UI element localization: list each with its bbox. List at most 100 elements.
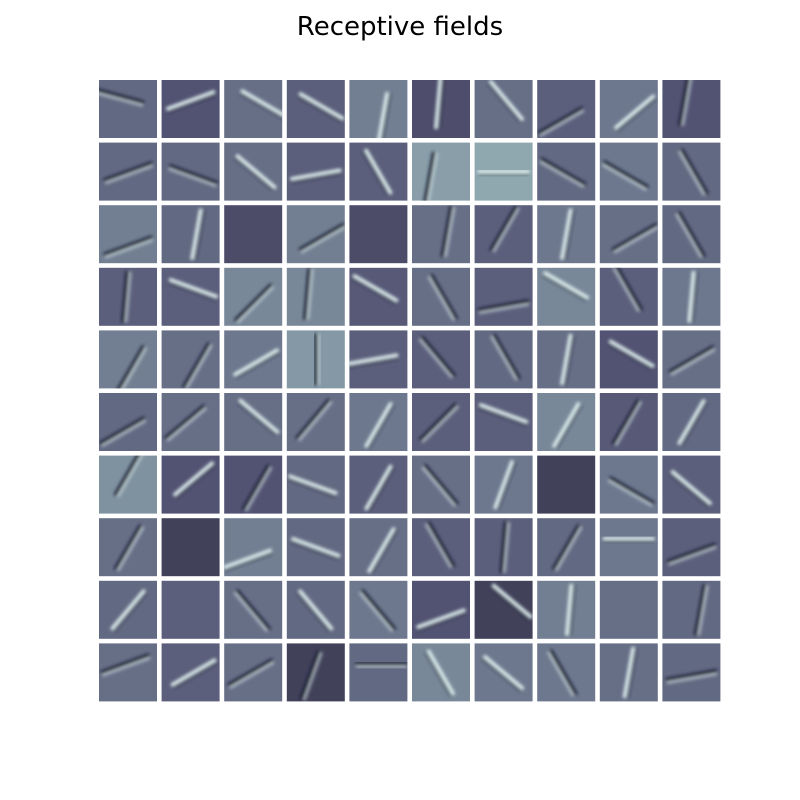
receptive-field-tile	[99, 455, 157, 514]
receptive-field-tile	[161, 643, 220, 702]
receptive-field-tile	[349, 393, 408, 451]
receptive-field-tile	[99, 643, 157, 702]
receptive-field-tile	[662, 580, 721, 639]
tile-background	[412, 142, 470, 201]
receptive-field-tile	[286, 330, 345, 389]
receptive-field-tile	[161, 142, 220, 201]
receptive-field-tile	[286, 267, 345, 326]
tile-stroke	[622, 646, 638, 699]
receptive-field-tile	[474, 518, 533, 577]
receptive-field-tile	[537, 142, 596, 201]
tile-background	[599, 80, 658, 138]
tile-stroke	[611, 223, 658, 254]
tile-stroke	[607, 339, 655, 370]
receptive-field-tile	[537, 205, 596, 264]
tile-background	[99, 80, 157, 138]
receptive-field-tile	[412, 455, 470, 514]
receptive-field-tile	[474, 205, 533, 264]
receptive-field-tile	[537, 643, 596, 702]
tile-stroke	[552, 524, 583, 572]
tile-stroke	[539, 157, 587, 188]
tile-background	[224, 330, 283, 389]
receptive-field-tile	[161, 455, 220, 514]
receptive-field-tile	[99, 80, 157, 138]
receptive-field-tile	[412, 518, 470, 577]
tile-stroke	[677, 399, 708, 446]
tile-stroke	[499, 521, 511, 574]
tile-stroke	[168, 277, 219, 301]
tile-background	[224, 267, 283, 326]
receptive-field-tile	[224, 580, 283, 639]
tile-background	[286, 80, 345, 138]
receptive-field-tile	[286, 205, 345, 264]
receptive-field-tile	[412, 142, 470, 201]
tile-stroke	[490, 333, 521, 381]
tile-stroke	[233, 348, 281, 379]
receptive-field-tile	[537, 393, 596, 451]
tile-stroke	[552, 402, 583, 449]
tile-stroke	[418, 336, 456, 379]
tile-background	[662, 80, 721, 138]
tile-stroke	[190, 208, 206, 261]
receptive-field-tile	[161, 580, 220, 639]
receptive-field-tile	[412, 393, 470, 451]
receptive-field-tile	[599, 518, 658, 577]
receptive-field-tile	[662, 80, 721, 138]
tile-background	[599, 205, 658, 264]
tile-stroke	[421, 464, 459, 507]
tile-stroke	[99, 416, 147, 447]
tile-stroke	[236, 398, 280, 436]
tile-stroke	[351, 274, 399, 305]
receptive-field-tile	[99, 393, 157, 451]
receptive-field-tile	[224, 267, 283, 326]
receptive-field-tile	[349, 643, 408, 702]
receptive-field-tile	[662, 205, 721, 264]
tile-stroke	[427, 273, 458, 321]
tile-stroke	[114, 524, 145, 572]
receptive-field-tile	[474, 580, 533, 639]
receptive-field-tile	[286, 580, 345, 639]
receptive-field-tile	[412, 330, 470, 389]
tile-stroke	[100, 653, 151, 677]
receptive-field-tile	[349, 267, 408, 326]
tile-stroke	[362, 148, 393, 196]
tile-stroke	[170, 658, 218, 689]
receptive-field-tile	[286, 80, 345, 138]
tile-background	[286, 205, 345, 264]
receptive-field-tile	[662, 393, 721, 451]
tile-stroke	[110, 589, 148, 632]
chart-title: Receptive fields	[296, 12, 504, 42]
receptive-field-tile	[599, 205, 658, 264]
tile-stroke	[290, 537, 341, 560]
tile-stroke	[227, 658, 275, 689]
tile-stroke	[665, 669, 718, 684]
tile-stroke	[296, 589, 334, 632]
tile-stroke	[493, 459, 517, 510]
receptive-field-tile	[161, 80, 220, 138]
tile-background	[537, 455, 596, 514]
tile-stroke	[666, 542, 717, 566]
tile-stroke	[173, 461, 216, 499]
tile-stroke	[290, 168, 342, 184]
receptive-field-tile	[349, 518, 408, 577]
tile-background	[161, 580, 220, 639]
tile-stroke	[477, 169, 530, 177]
tile-stroke	[313, 333, 321, 386]
tile-stroke	[614, 94, 657, 132]
tile-stroke	[99, 88, 145, 107]
tile-background	[412, 205, 470, 264]
tile-background	[99, 455, 157, 514]
tile-background	[349, 643, 408, 702]
receptive-field-tile	[537, 455, 596, 514]
receptive-field-tile	[224, 393, 283, 451]
tile-stroke	[168, 164, 219, 188]
tile-stroke	[299, 650, 323, 701]
receptive-field-tile	[474, 330, 533, 389]
receptive-field-tile	[474, 80, 533, 138]
receptive-field-tile	[286, 518, 345, 577]
receptive-field-tile	[349, 142, 408, 201]
receptive-field-tile	[224, 142, 283, 201]
receptive-field-tile	[412, 580, 470, 639]
tile-stroke	[182, 342, 213, 389]
tile-stroke	[542, 271, 590, 302]
